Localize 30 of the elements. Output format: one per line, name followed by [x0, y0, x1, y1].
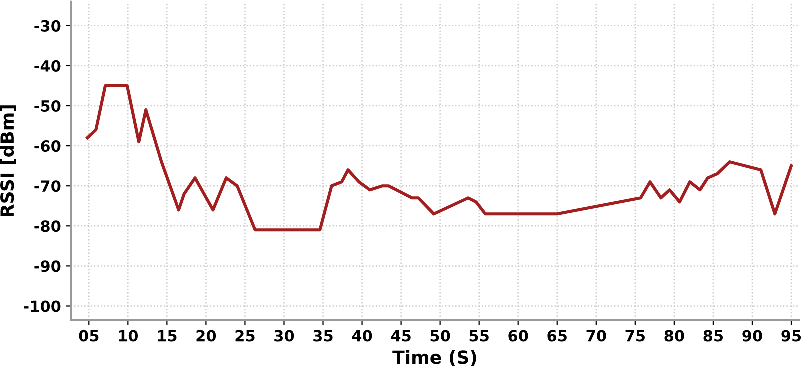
- x-tick-label: 05: [79, 330, 99, 342]
- y-tick-label: -60: [34, 140, 61, 152]
- y-tick-label: -50: [34, 100, 61, 112]
- x-tick-label: 30: [274, 330, 294, 342]
- y-tick-label: -80: [34, 220, 61, 232]
- x-tick-label: 90: [742, 330, 762, 342]
- x-tick-label: 65: [548, 330, 567, 342]
- x-tick-label: 85: [704, 330, 724, 342]
- x-tick-label: 60: [508, 330, 528, 342]
- x-tick-label: 70: [586, 330, 606, 342]
- x-tick-label: 20: [196, 330, 216, 342]
- y-tick-label: -70: [34, 180, 61, 192]
- x-tick-label: 95: [782, 330, 802, 342]
- y-tick-label: -40: [34, 60, 61, 72]
- y-tick-label: -90: [34, 260, 61, 272]
- line-series: [86, 84, 794, 232]
- x-tick-label: 75: [626, 330, 645, 342]
- x-tick-label: 80: [664, 330, 684, 342]
- y-axis-title: RSSI [dBm]: [0, 106, 16, 216]
- y-tick-label: -100: [24, 300, 61, 312]
- x-tick-label: 10: [119, 330, 138, 342]
- x-tick-label: 40: [352, 330, 372, 342]
- x-tick-label: 45: [391, 330, 411, 342]
- y-tick-label: -30: [34, 20, 61, 32]
- x-tick-label: 50: [430, 330, 450, 342]
- x-tick-label: 35: [314, 330, 333, 342]
- x-axis-title: Time (S): [392, 350, 476, 366]
- x-tick-label: 15: [158, 330, 177, 342]
- x-tick-label: 25: [236, 330, 255, 342]
- x-tick-label: 55: [470, 330, 489, 342]
